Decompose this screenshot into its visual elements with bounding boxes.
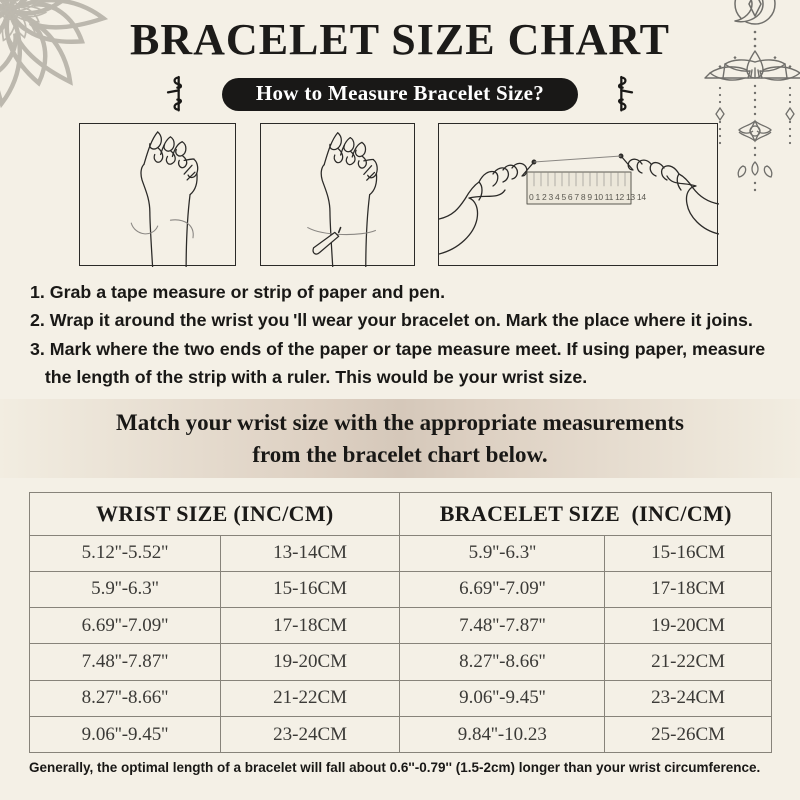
svg-text:0 1 2 3 4 5 6 7 8 9 10 11 12 1: 0 1 2 3 4 5 6 7 8 9 10 11 12 13 14 bbox=[529, 192, 646, 202]
